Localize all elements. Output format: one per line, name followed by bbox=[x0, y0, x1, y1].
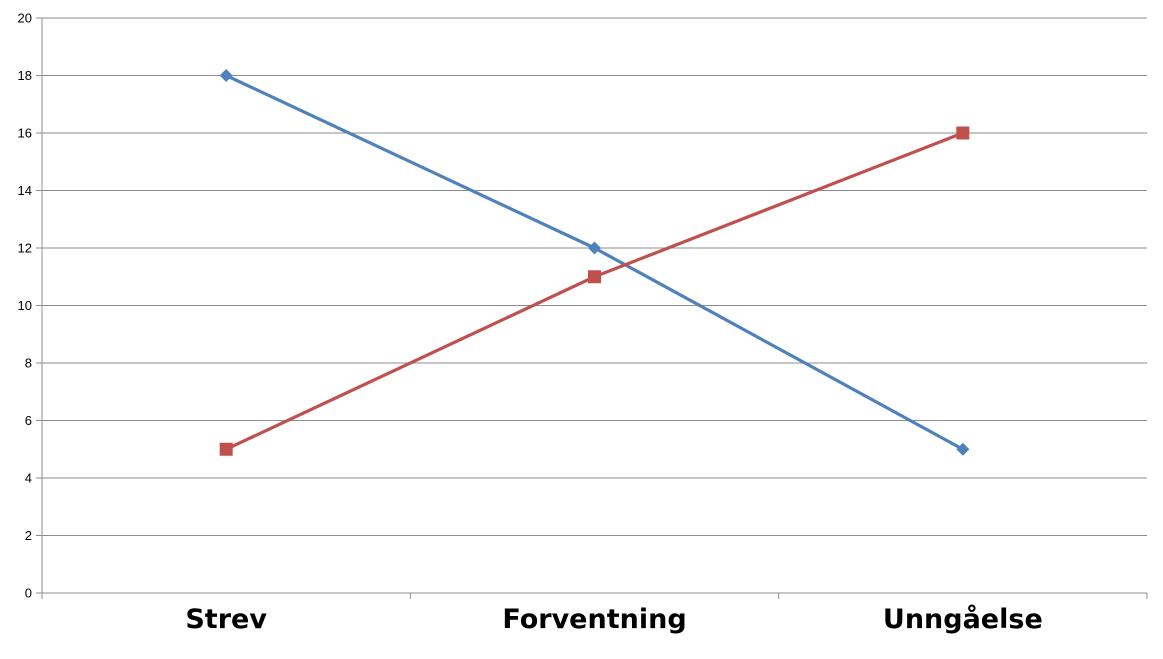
axes bbox=[36, 17, 1148, 599]
y-tick-label: 20 bbox=[18, 11, 32, 26]
series-2-point bbox=[588, 270, 601, 284]
y-tick-label: 0 bbox=[25, 586, 32, 601]
series-layer bbox=[219, 69, 970, 456]
series-1-point bbox=[956, 442, 970, 456]
series-2-point bbox=[956, 126, 970, 140]
series-1-point bbox=[588, 241, 601, 255]
y-tick-label: 18 bbox=[18, 68, 32, 83]
series-1-point bbox=[219, 69, 233, 82]
y-tick-label: 12 bbox=[18, 241, 32, 256]
series-2-point bbox=[219, 442, 233, 456]
series-1-line bbox=[224, 73, 965, 451]
y-tick-label: 8 bbox=[25, 356, 32, 371]
y-tick-label: 16 bbox=[18, 126, 32, 141]
y-tick-label: 4 bbox=[25, 471, 32, 486]
y-tick-label: 10 bbox=[18, 298, 32, 313]
x-tick-label: Strev bbox=[185, 604, 267, 635]
y-tick-label: 14 bbox=[18, 183, 32, 198]
y-tick-label: 2 bbox=[25, 528, 32, 543]
y-tick-label: 6 bbox=[25, 413, 32, 428]
series-2-line bbox=[224, 131, 965, 451]
x-tick-label: Forventning bbox=[502, 604, 686, 635]
tick-labels: 0 2 4 6 8 10 12 14 16 18 20 Strev Forventning Unngåel… bbox=[18, 11, 1043, 636]
x-tick-label: Unngåelse bbox=[883, 603, 1043, 635]
